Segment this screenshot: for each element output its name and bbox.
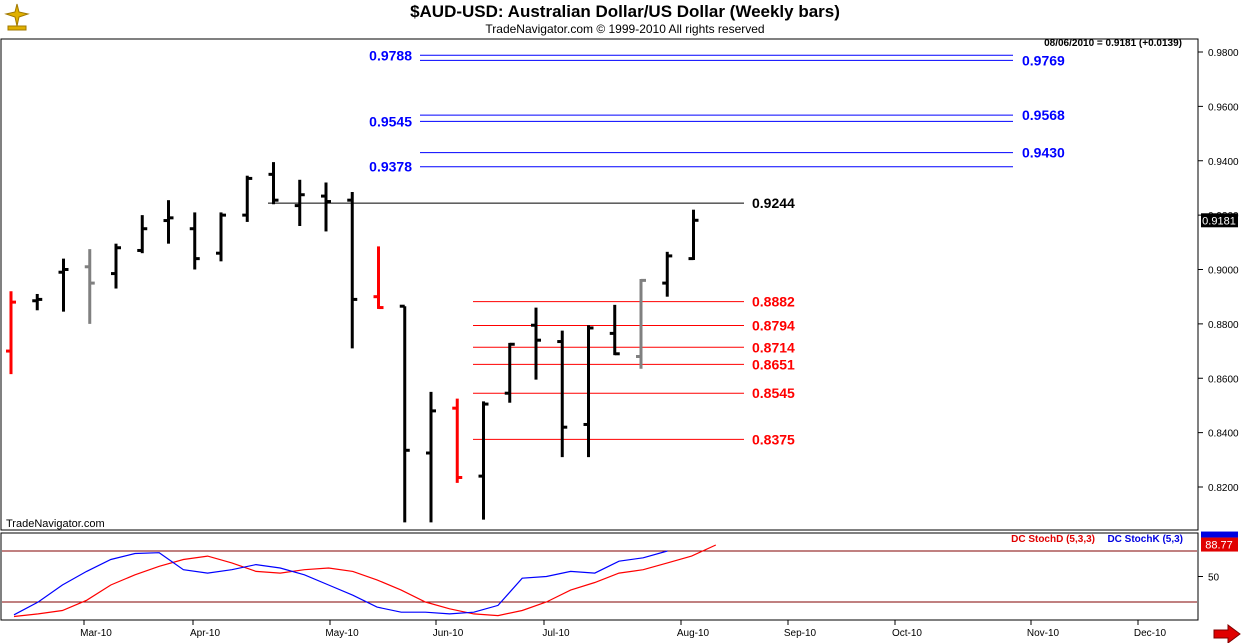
ohlc-bar <box>452 398 463 483</box>
y-tick-label: 0.8600 <box>1208 374 1239 385</box>
ohlc-bar <box>189 212 200 270</box>
stoch-k-line <box>13 550 668 616</box>
stoch-k-tag <box>1201 531 1238 538</box>
y-tick-label: 0.8800 <box>1208 320 1239 331</box>
y-tick-label: 0.9000 <box>1208 266 1239 277</box>
ohlc-bar <box>163 200 174 244</box>
price-levels: 0.9788 0.9769 0.9568 0.9545 0.9430 0.9378 0.92… <box>268 47 1065 447</box>
ohlc-bar <box>399 304 410 523</box>
stoch-d-line <box>13 544 717 618</box>
level-label: 0.9788 <box>369 47 412 63</box>
x-tick-label: Dec-10 <box>1134 628 1167 639</box>
ohlc-bar <box>609 304 620 356</box>
last-price-tag: 0.9181 <box>1201 213 1238 228</box>
level-label: 0.8714 <box>752 339 795 355</box>
ohlc-bar <box>6 291 16 375</box>
ohlc-bar <box>478 401 489 520</box>
ohlc-bar <box>58 258 69 312</box>
y-tick-label: 0.9600 <box>1208 102 1239 113</box>
ohlc-bar <box>557 330 568 458</box>
ohlc-bar <box>504 342 515 403</box>
level-label: 0.9244 <box>752 195 795 211</box>
x-tick-label: Nov-10 <box>1027 628 1060 639</box>
level-label: 0.8545 <box>752 385 795 401</box>
level-label: 0.8882 <box>752 294 795 310</box>
ohlc-bar <box>242 175 253 222</box>
level-label: 0.9568 <box>1022 107 1065 123</box>
level-label: 0.9430 <box>1022 145 1065 161</box>
chart-subtitle: TradeNavigator.com © 1999-2010 All right… <box>485 22 765 36</box>
date-axis: Mar-10 Apr-10 May-10 Jun-10 Jul-10 Aug-10 Sep-… <box>80 620 1167 639</box>
x-tick-label: Aug-10 <box>677 628 710 639</box>
y-tick-label: 0.8400 <box>1208 429 1239 440</box>
ohlc-bar <box>268 162 279 205</box>
level-label: 0.9769 <box>1022 52 1065 68</box>
x-tick-label: Mar-10 <box>80 628 112 639</box>
level-label: 0.8375 <box>752 431 795 447</box>
ohlc-bar <box>426 391 436 523</box>
ohlc-bar <box>111 243 121 289</box>
ohlc-bar <box>636 278 646 369</box>
chart-title: $AUD-USD: Australian Dollar/US Dollar (W… <box>410 2 840 21</box>
level-label: 0.8651 <box>752 356 795 372</box>
last-price-label: 0.9181 <box>1202 215 1236 227</box>
x-tick-label: May-10 <box>325 628 359 639</box>
ohlc-bar <box>84 249 95 324</box>
level-label: 0.9545 <box>369 113 412 129</box>
x-tick-label: Sep-10 <box>784 628 817 639</box>
legend-stoch-d: DC StochD (5,3,3) <box>1011 534 1095 545</box>
x-tick-label: Oct-10 <box>892 628 922 639</box>
ohlc-bar <box>216 212 226 262</box>
price-bars <box>6 162 699 523</box>
stochastics-panel: 50 88.77 <box>2 531 1238 618</box>
x-tick-label: Jul-10 <box>542 628 570 639</box>
ohlc-bar <box>321 182 331 232</box>
scroll-right-arrow-icon[interactable] <box>1213 624 1241 643</box>
ohlc-bar <box>32 293 43 311</box>
stoch-value-tag <box>1201 537 1238 552</box>
level-label: 0.9378 <box>369 159 412 175</box>
ohlc-bar <box>583 325 594 458</box>
ohlc-bar <box>137 215 148 254</box>
main-panel-frame <box>0 38 1199 531</box>
ohlc-bar <box>662 251 673 297</box>
stoch-y-tick-label: 50 <box>1208 573 1220 584</box>
y-tick-label: 0.9800 <box>1208 48 1239 59</box>
x-tick-label: Apr-10 <box>190 628 220 639</box>
ohlc-bar <box>373 246 384 310</box>
stoch-value-label: 88.77 <box>1205 540 1233 552</box>
trade-navigator-logo-icon <box>4 3 30 31</box>
price-axis: 0.82000.84000.86000.88000.90000.92000.94… <box>1198 48 1239 494</box>
quote-readout: 08/06/2010 = 0.9181 (+0.0139) <box>1044 38 1182 49</box>
ohlc-bar <box>294 179 305 226</box>
level-label: 0.8794 <box>752 318 795 334</box>
y-tick-label: 0.8200 <box>1208 483 1239 494</box>
stoch-panel-frame <box>0 532 1199 621</box>
ohlc-bar <box>347 192 358 349</box>
x-tick-label: Jun-10 <box>433 628 464 639</box>
y-tick-label: 0.9400 <box>1208 157 1239 168</box>
legend-stoch-k: DC StochK (5,3) <box>1107 534 1183 545</box>
ohlc-bar <box>688 209 699 261</box>
watermark: TradeNavigator.com <box>6 518 105 530</box>
ohlc-bar <box>531 307 541 380</box>
